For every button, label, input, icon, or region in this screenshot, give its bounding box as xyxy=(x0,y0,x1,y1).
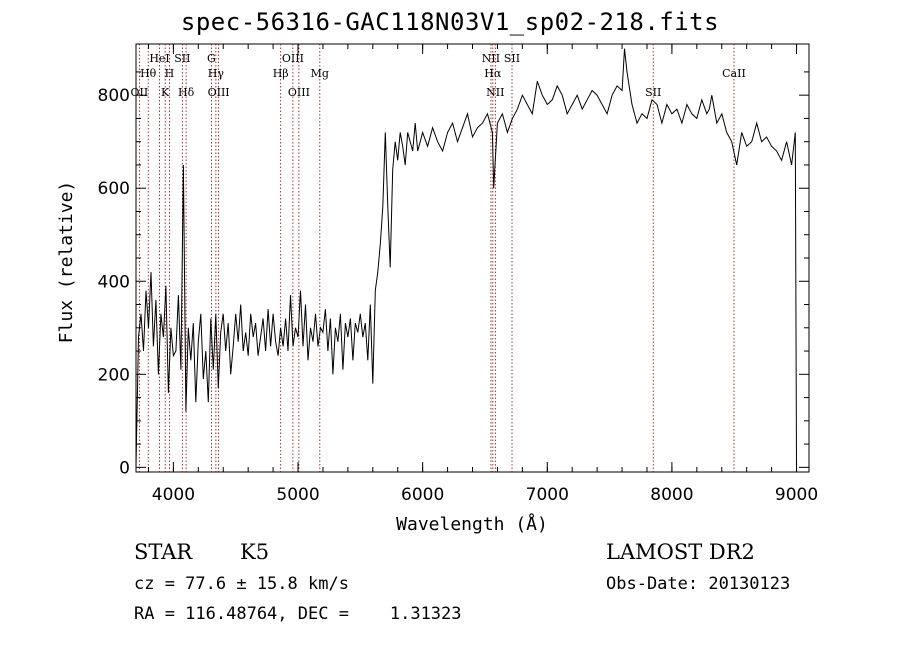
coordinates-text: RA = 116.48764, DEC = 1.31323 xyxy=(134,604,462,624)
emission-label: NII xyxy=(486,86,504,99)
y-tick-label: 800 xyxy=(98,86,130,106)
y-tick-label: 400 xyxy=(98,272,130,292)
y-tick-label: 600 xyxy=(98,179,130,199)
emission-label: H xyxy=(165,67,175,80)
emission-label: OII xyxy=(131,86,149,99)
emission-label: Hδ xyxy=(178,86,195,99)
x-tick-label: 6000 xyxy=(401,485,444,505)
emission-label: CaII xyxy=(722,67,746,80)
emission-label: Hθ xyxy=(140,67,157,80)
emission-label: Hγ xyxy=(208,67,225,80)
plot-frame xyxy=(135,43,810,473)
emission-label: G xyxy=(207,52,216,65)
y-tick-label: 200 xyxy=(98,365,130,385)
axes xyxy=(135,43,810,473)
survey-name: LAMOST DR2 xyxy=(606,540,755,564)
emission-label: OIII xyxy=(282,52,304,65)
emission-label: Hα xyxy=(484,67,502,80)
object-subclass: K5 xyxy=(240,540,270,564)
x-tick-label: 9000 xyxy=(775,485,818,505)
chart-title: spec-56316-GAC118N03V1_sp02-218.fits xyxy=(180,8,720,36)
emission-label: NII xyxy=(482,52,500,65)
emission-label: K xyxy=(161,86,170,99)
emission-line-markers xyxy=(138,44,735,472)
y-axis-label: Flux (relative) xyxy=(56,181,77,344)
spectrum-line xyxy=(135,48,797,468)
axis-ticks: 4000 5000 6000 7000 8000 9000 0 200 400 600 800 xyxy=(98,44,818,505)
emission-label: Hβ xyxy=(273,67,289,80)
emission-label: OIII xyxy=(208,86,230,99)
object-class: STAR xyxy=(134,540,193,564)
x-axis-label: Wavelength (Å) xyxy=(396,513,548,535)
emission-label: SII xyxy=(645,86,661,99)
x-tick-label: 4000 xyxy=(152,485,195,505)
emission-line-labels: OIIHθHeIKHSIIHδHγGOIIIHβOIIIOIIIMgNIINII… xyxy=(131,52,746,99)
x-tick-label: 5000 xyxy=(276,485,319,505)
x-tick-label: 8000 xyxy=(650,485,693,505)
emission-label: HeI xyxy=(149,52,169,65)
x-tick-label: 7000 xyxy=(526,485,569,505)
redshift-text: cz = 77.6 ± 15.8 km/s xyxy=(134,574,349,594)
observation-date: Obs-Date: 20130123 xyxy=(606,574,791,594)
emission-label: SII xyxy=(174,52,190,65)
y-tick-label: 0 xyxy=(119,458,130,478)
emission-label: OIII xyxy=(288,86,310,99)
emission-label: SII xyxy=(504,52,520,65)
emission-label: Mg xyxy=(311,67,329,80)
